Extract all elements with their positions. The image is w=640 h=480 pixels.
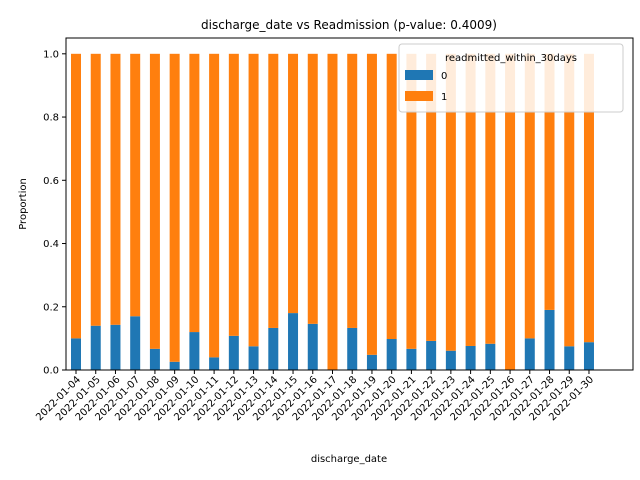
legend-title: readmitted_within_30days <box>445 53 577 64</box>
y-tick-label-0.8: 0.8 <box>43 113 59 124</box>
bar-2022-01-20-series-0 <box>386 339 397 370</box>
bar-2022-01-18-series-1 <box>347 53 358 328</box>
bar-2022-01-28-series-1 <box>544 53 555 310</box>
bar-2022-01-14-series-0 <box>268 327 279 370</box>
bar-2022-01-25-series-0 <box>485 343 496 370</box>
bar-2022-01-30-series-1 <box>583 53 594 343</box>
bar-2022-01-06-series-0 <box>110 324 121 370</box>
bar-2022-01-22-series-0 <box>426 340 437 370</box>
bar-2022-01-21-series-1 <box>406 53 417 349</box>
legend-swatch-0 <box>405 70 433 80</box>
bar-2022-01-15-series-0 <box>288 313 299 370</box>
bar-2022-01-08-series-0 <box>149 348 160 370</box>
bar-2022-01-22-series-1 <box>426 53 437 341</box>
bar-2022-01-29-series-1 <box>564 53 575 347</box>
bar-2022-01-13-series-1 <box>248 53 259 347</box>
bar-2022-01-25-series-1 <box>485 53 496 344</box>
bar-2022-01-09-series-1 <box>169 53 180 362</box>
bars-group <box>71 53 594 371</box>
y-tick-label-1.0: 1.0 <box>43 49 59 60</box>
legend-label-1: 1 <box>441 92 447 103</box>
legend-label-0: 0 <box>441 71 447 82</box>
bar-2022-01-18-series-0 <box>347 327 358 370</box>
bar-2022-01-06-series-1 <box>110 53 121 325</box>
bar-2022-01-12-series-0 <box>228 335 239 370</box>
y-tick-label-0.4: 0.4 <box>43 239 59 250</box>
y-tick-label-0.0: 0.0 <box>43 366 59 377</box>
bar-2022-01-20-series-1 <box>386 53 397 340</box>
bar-2022-01-05-series-1 <box>90 53 101 326</box>
bar-2022-01-19-series-0 <box>366 354 377 370</box>
bar-2022-01-13-series-0 <box>248 346 259 370</box>
bar-2022-01-24-series-1 <box>465 53 476 346</box>
bar-2022-01-21-series-0 <box>406 348 417 370</box>
legend: readmitted_within_30days 0 1 <box>398 43 624 113</box>
x-axis: 2022-01-042022-01-052022-01-062022-01-07… <box>34 370 596 423</box>
bar-2022-01-26-series-1 <box>505 53 516 371</box>
bar-2022-01-09-series-0 <box>169 361 180 370</box>
bar-2022-01-27-series-0 <box>524 338 535 370</box>
bar-2022-01-19-series-1 <box>366 53 377 355</box>
bar-2022-01-15-series-1 <box>288 53 299 314</box>
legend-swatch-1 <box>405 91 433 101</box>
bar-2022-01-11-series-0 <box>209 357 220 370</box>
bar-2022-01-29-series-0 <box>564 346 575 370</box>
bar-2022-01-28-series-0 <box>544 309 555 370</box>
x-axis-label: discharge_date <box>311 454 387 465</box>
bar-2022-01-07-series-0 <box>130 316 141 370</box>
chart-title: discharge_date vs Readmission (p-value: … <box>201 18 497 32</box>
bar-2022-01-23-series-0 <box>445 350 456 370</box>
bar-2022-01-17-series-1 <box>327 53 338 371</box>
y-tick-label-0.6: 0.6 <box>43 176 59 187</box>
y-tick-label-0.2: 0.2 <box>43 302 59 313</box>
bar-2022-01-04-series-0 <box>71 338 81 370</box>
bar-2022-01-05-series-0 <box>90 325 101 370</box>
bar-2022-01-11-series-1 <box>209 53 220 358</box>
y-axis-label: Proportion <box>18 178 29 230</box>
bar-2022-01-04-series-1 <box>71 53 81 339</box>
bar-2022-01-10-series-1 <box>189 53 200 333</box>
bar-2022-01-16-series-1 <box>307 53 318 324</box>
bar-2022-01-08-series-1 <box>149 53 160 349</box>
bar-2022-01-16-series-0 <box>307 323 318 370</box>
y-axis: 0.0 0.2 0.4 0.6 0.8 1.0 <box>43 49 66 377</box>
bar-2022-01-23-series-1 <box>445 53 456 351</box>
bar-2022-01-27-series-1 <box>524 53 535 339</box>
bar-2022-01-24-series-0 <box>465 345 476 370</box>
bar-2022-01-30-series-0 <box>583 342 594 370</box>
legend-box <box>398 43 624 113</box>
bar-2022-01-07-series-1 <box>130 53 141 317</box>
bar-2022-01-14-series-1 <box>268 53 279 328</box>
plot-frame <box>65 37 634 371</box>
bar-2022-01-12-series-1 <box>228 53 239 336</box>
bar-2022-01-10-series-0 <box>189 332 200 370</box>
